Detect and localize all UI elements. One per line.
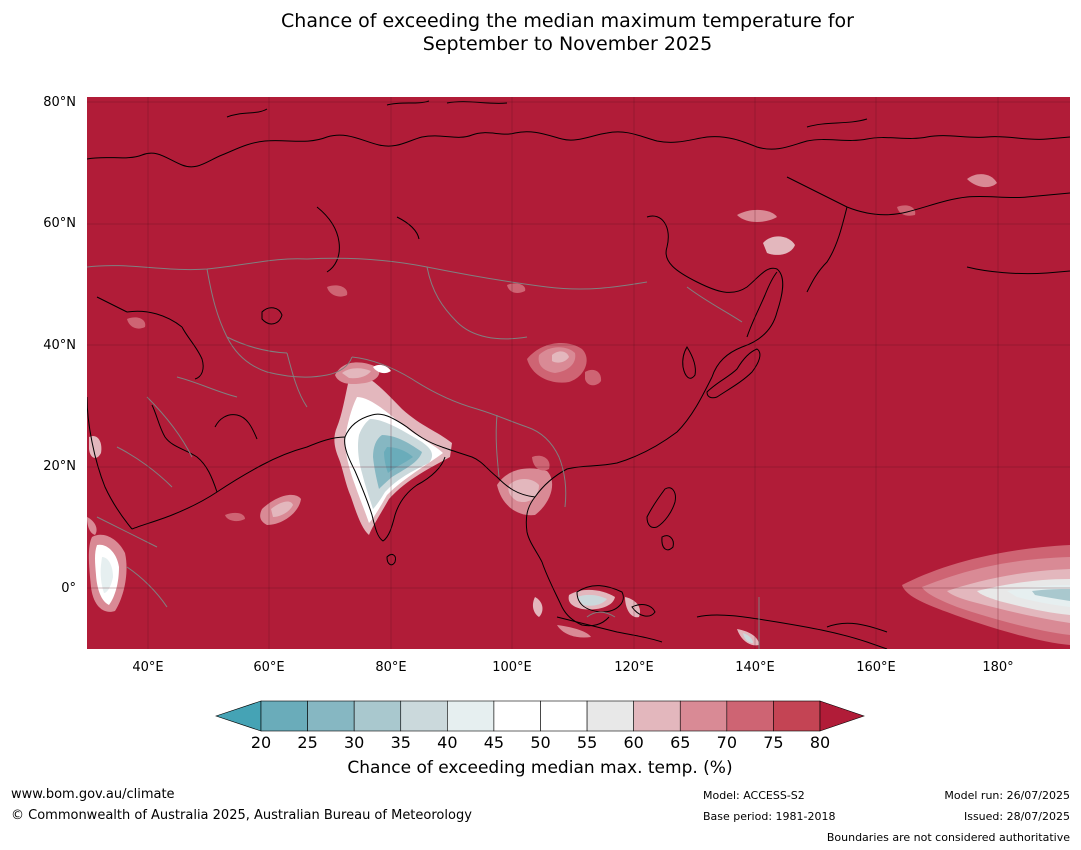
colorbar-cell [400,700,448,732]
colorbar-cell [307,700,355,732]
lon-label-180: 180° [982,660,1014,675]
map-title: Chance of exceeding the median maximum t… [0,10,1081,56]
colorbar [215,700,865,732]
africa-patch [87,435,127,612]
footer-issued: Issued: 28/07/2025 [963,810,1070,823]
colorbar-cell [447,700,495,732]
lon-label-140e: 140°E [735,660,775,675]
colorbar-tick-label: 70 [716,733,737,752]
colorbar-above-arrow [819,700,865,732]
colorbar-tick-label: 45 [483,733,505,752]
colorbar-label: Chance of exceeding median max. temp. (%… [347,758,733,778]
colorbar-tick-label: 50 [530,733,551,752]
footer-model: Model: ACCESS-S2 [703,789,805,802]
colorbar-tick-label: 25 [297,733,318,752]
kashmir-patch [335,362,391,385]
footer-disclaimer: Boundaries are not considered authoritat… [826,831,1070,844]
colorbar-tick-label: 80 [809,733,831,752]
lon-label-120e: 120°E [614,660,654,675]
colorbar-cell [586,700,634,732]
colorbar-cell [260,700,308,732]
lon-label-160e: 160°E [856,660,896,675]
footer-base-period: Base period: 1981-2018 [703,810,836,823]
siberia-patches [127,174,997,329]
colorbar-tick-label: 75 [763,733,784,752]
colorbar-tick-label: 60 [623,733,644,752]
colorbar-tick-label: 20 [250,733,272,752]
coastlines [87,100,1070,649]
probability-map [87,97,1070,649]
map-canvas [87,97,1070,649]
china-warm-patch [527,343,602,386]
colorbar-cells [260,700,821,732]
colorbar-tick-label: 55 [576,733,598,752]
lat-label-0: 0° [61,581,76,596]
colorbar-cell [726,700,774,732]
country-boundaries [87,257,760,649]
colorbar-below-arrow [215,700,262,732]
colorbar-cell [633,700,681,732]
lon-label-100e: 100°E [492,660,532,675]
india-cool-anomaly [334,374,452,535]
colorbar-cell [353,700,402,732]
colorbar-cell [493,700,541,732]
colorbar-tick-label: 65 [670,733,691,752]
colorbar-cell [540,700,588,732]
lat-label-40n: 40°N [43,338,76,353]
arabian-sea-patch [225,494,301,525]
footer-model-run: Model run: 26/07/2025 [944,789,1070,802]
colorbar-cell [679,700,728,732]
lat-label-80n: 80°N [43,95,76,110]
footer-url[interactable]: www.bom.gov.au/climate [11,787,175,802]
colorbar-cell [773,700,821,732]
maritime-continent-patches [532,589,759,646]
colorbar-tick-label: 30 [343,733,365,752]
colorbar-tick-label: 40 [437,733,458,752]
equatorial-pacific-patch [902,545,1070,645]
lon-label-40e: 40°E [132,660,164,675]
footer-copyright: © Commonwealth of Australia 2025, Austra… [11,808,472,823]
map-title-line2: September to November 2025 [422,33,713,55]
lat-label-60n: 60°N [43,216,76,231]
lat-label-20n: 20°N [43,459,76,474]
lon-label-60e: 60°E [253,660,285,675]
graticule [87,97,1070,649]
map-title-line1: Chance of exceeding the median maximum t… [281,10,854,32]
indochina-patch [497,455,553,516]
lon-label-80e: 80°E [375,660,407,675]
colorbar-tick-label: 35 [390,733,411,752]
